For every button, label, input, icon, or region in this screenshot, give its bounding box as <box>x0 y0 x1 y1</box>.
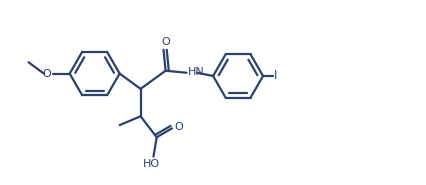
Text: O: O <box>174 122 183 132</box>
Text: HN: HN <box>188 67 204 77</box>
Text: HO: HO <box>143 159 160 169</box>
Text: O: O <box>42 69 51 79</box>
Text: O: O <box>161 37 170 47</box>
Text: I: I <box>273 70 277 83</box>
